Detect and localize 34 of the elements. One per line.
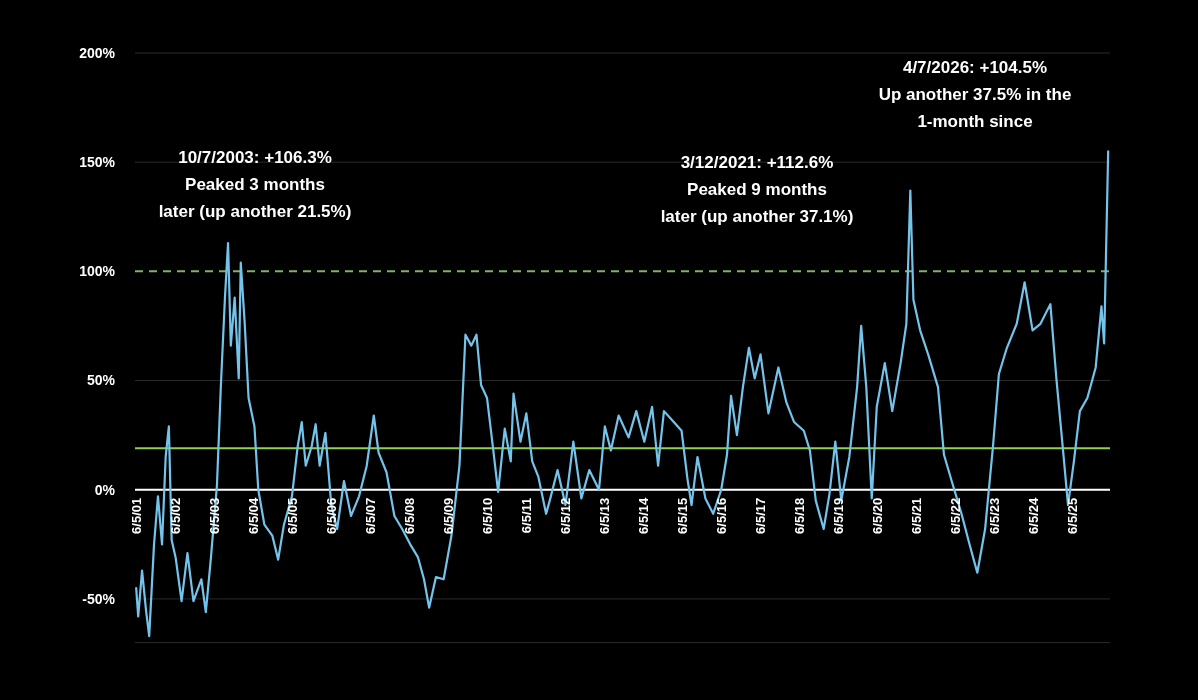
x-tick-label: 6/5/10 [479, 497, 495, 534]
x-tick-label: 6/5/09 [440, 497, 456, 534]
x-tick-label: 6/5/15 [674, 497, 690, 534]
y-tick-label: -50% [82, 590, 116, 607]
x-tick-label: 6/5/11 [518, 497, 534, 534]
x-tick-label: 6/5/13 [596, 497, 612, 534]
x-tick-label: 6/5/21 [909, 497, 925, 534]
x-tick-label: 6/5/04 [245, 496, 261, 534]
x-tick-label: 6/5/03 [206, 497, 222, 534]
x-tick-label: 6/5/25 [1065, 497, 1081, 534]
x-tick-label: 6/5/23 [987, 497, 1003, 534]
x-tick-label: 6/5/05 [284, 497, 300, 534]
annotation: 10/7/2003: +106.3% Peaked 3 months later (up another 21.5%) [158, 148, 352, 221]
x-tick-label: 6/5/24 [1026, 496, 1042, 534]
x-tick-label: 6/5/17 [753, 497, 769, 534]
annotation: 3/12/2021: +112.6% Peaked 9 months later (up another 37.1%) [660, 153, 854, 226]
annotation: 4/7/2026: +104.5% Up another 37.5% in the 1-month since [878, 58, 1072, 131]
x-tick-label: 6/5/12 [558, 497, 573, 534]
x-tick-label: 6/5/07 [362, 497, 378, 534]
x-tick-label: 6/5/16 [714, 497, 730, 534]
y-tick-label: 150% [79, 154, 116, 171]
y-tick-label: 200% [79, 44, 116, 61]
y-tick-label: 0% [94, 481, 116, 498]
x-tick-label: 6/5/22 [948, 497, 964, 534]
x-tick-label: 6/5/08 [401, 497, 417, 534]
x-tick-label: 6/5/02 [167, 497, 183, 534]
x-tick-label: 6/5/14 [635, 496, 651, 534]
y-tick-label: 50% [86, 372, 116, 389]
x-tick-label: 6/5/19 [831, 497, 847, 534]
y-tick-label: 100% [79, 263, 116, 280]
x-tick-label: 6/5/20 [870, 497, 886, 534]
x-tick-label: 6/5/18 [792, 497, 808, 534]
x-tick-label: 6/5/06 [323, 497, 339, 534]
x-tick-label: 6/5/01 [128, 497, 144, 534]
